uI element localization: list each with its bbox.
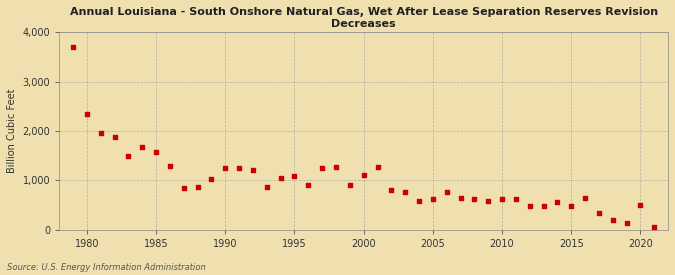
Point bbox=[621, 221, 632, 225]
Title: Annual Louisiana - South Onshore Natural Gas, Wet After Lease Separation Reserve: Annual Louisiana - South Onshore Natural… bbox=[70, 7, 657, 29]
Point bbox=[248, 168, 259, 173]
Point bbox=[95, 131, 106, 135]
Point bbox=[275, 176, 286, 180]
Point bbox=[455, 196, 466, 200]
Point bbox=[441, 190, 452, 194]
Point bbox=[165, 163, 176, 168]
Point bbox=[317, 166, 327, 170]
Point bbox=[427, 197, 438, 201]
Point bbox=[386, 188, 397, 192]
Point bbox=[206, 177, 217, 182]
Point bbox=[414, 199, 425, 203]
Point bbox=[261, 185, 272, 189]
Point bbox=[68, 45, 78, 49]
Point bbox=[358, 173, 369, 178]
Point bbox=[649, 225, 659, 230]
Point bbox=[344, 183, 355, 188]
Point bbox=[331, 165, 342, 169]
Point bbox=[593, 211, 604, 215]
Point bbox=[538, 203, 549, 208]
Point bbox=[580, 196, 591, 200]
Point bbox=[178, 186, 189, 191]
Point bbox=[497, 197, 508, 201]
Y-axis label: Billion Cubic Feet: Billion Cubic Feet bbox=[7, 89, 17, 173]
Point bbox=[635, 203, 646, 207]
Point bbox=[234, 166, 244, 170]
Point bbox=[109, 135, 120, 140]
Point bbox=[400, 190, 410, 194]
Point bbox=[469, 196, 480, 201]
Point bbox=[289, 174, 300, 178]
Point bbox=[510, 197, 521, 201]
Point bbox=[192, 185, 203, 189]
Point bbox=[220, 166, 231, 170]
Point bbox=[566, 204, 576, 208]
Point bbox=[524, 203, 535, 208]
Point bbox=[372, 164, 383, 169]
Point bbox=[123, 153, 134, 158]
Point bbox=[82, 111, 92, 116]
Point bbox=[552, 200, 563, 204]
Point bbox=[303, 183, 314, 188]
Point bbox=[483, 199, 493, 203]
Point bbox=[608, 218, 618, 222]
Point bbox=[137, 145, 148, 149]
Text: Source: U.S. Energy Information Administration: Source: U.S. Energy Information Administ… bbox=[7, 263, 205, 272]
Point bbox=[151, 150, 161, 154]
